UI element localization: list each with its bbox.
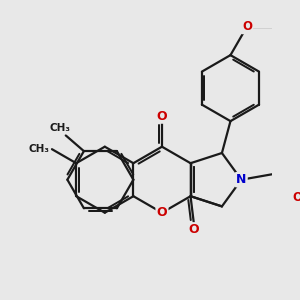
Text: O: O [157,110,167,122]
Text: CH₃: CH₃ [28,144,49,154]
Text: O: O [157,206,167,219]
Text: CH₃: CH₃ [49,123,70,133]
Text: O: O [188,224,199,236]
Text: O: O [292,191,300,204]
Text: N: N [236,173,247,186]
Text: O: O [242,20,252,33]
